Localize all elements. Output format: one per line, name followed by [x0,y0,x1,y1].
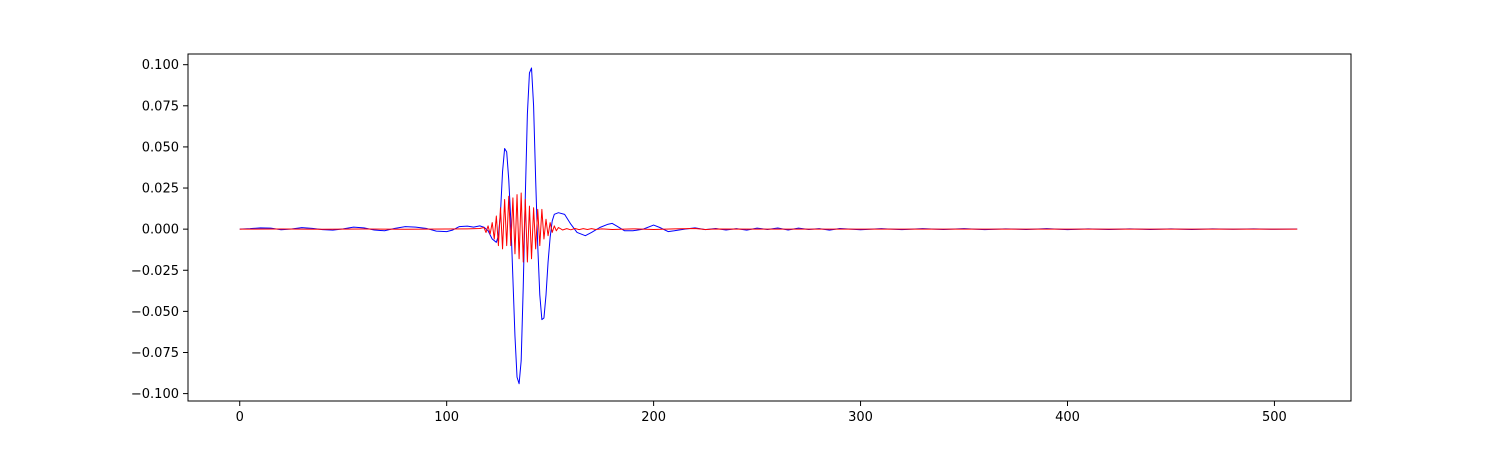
x-tick-label: 400 [1055,410,1080,425]
x-tick-label: 100 [434,410,459,425]
y-tick-label: 0.000 [142,223,179,238]
x-tick-label: 0 [236,410,244,425]
y-axis: 0.100 0.075 0.050 0.025 0.000 −0.025 −0.050 −0.… [131,58,188,402]
y-tick-label: 0.025 [142,182,179,197]
series-layer [239,67,1298,385]
series-line-2 [239,192,1298,263]
y-tick-label: −0.100 [131,387,179,402]
x-tick-label: 300 [848,410,873,425]
y-tick-label: −0.050 [131,305,179,320]
y-tick-label: 0.075 [142,99,179,114]
x-tick-label: 200 [641,410,666,425]
y-tick-label: −0.075 [131,346,179,361]
x-tick-label: 500 [1262,410,1287,425]
x-axis: 0 100 200 300 400 500 [236,401,1287,425]
y-tick-label: 0.100 [142,58,179,73]
series-line-1 [239,67,1298,385]
y-tick-label: 0.050 [142,140,179,155]
plot-area-frame [187,53,1352,402]
y-tick-label: −0.025 [131,264,179,279]
